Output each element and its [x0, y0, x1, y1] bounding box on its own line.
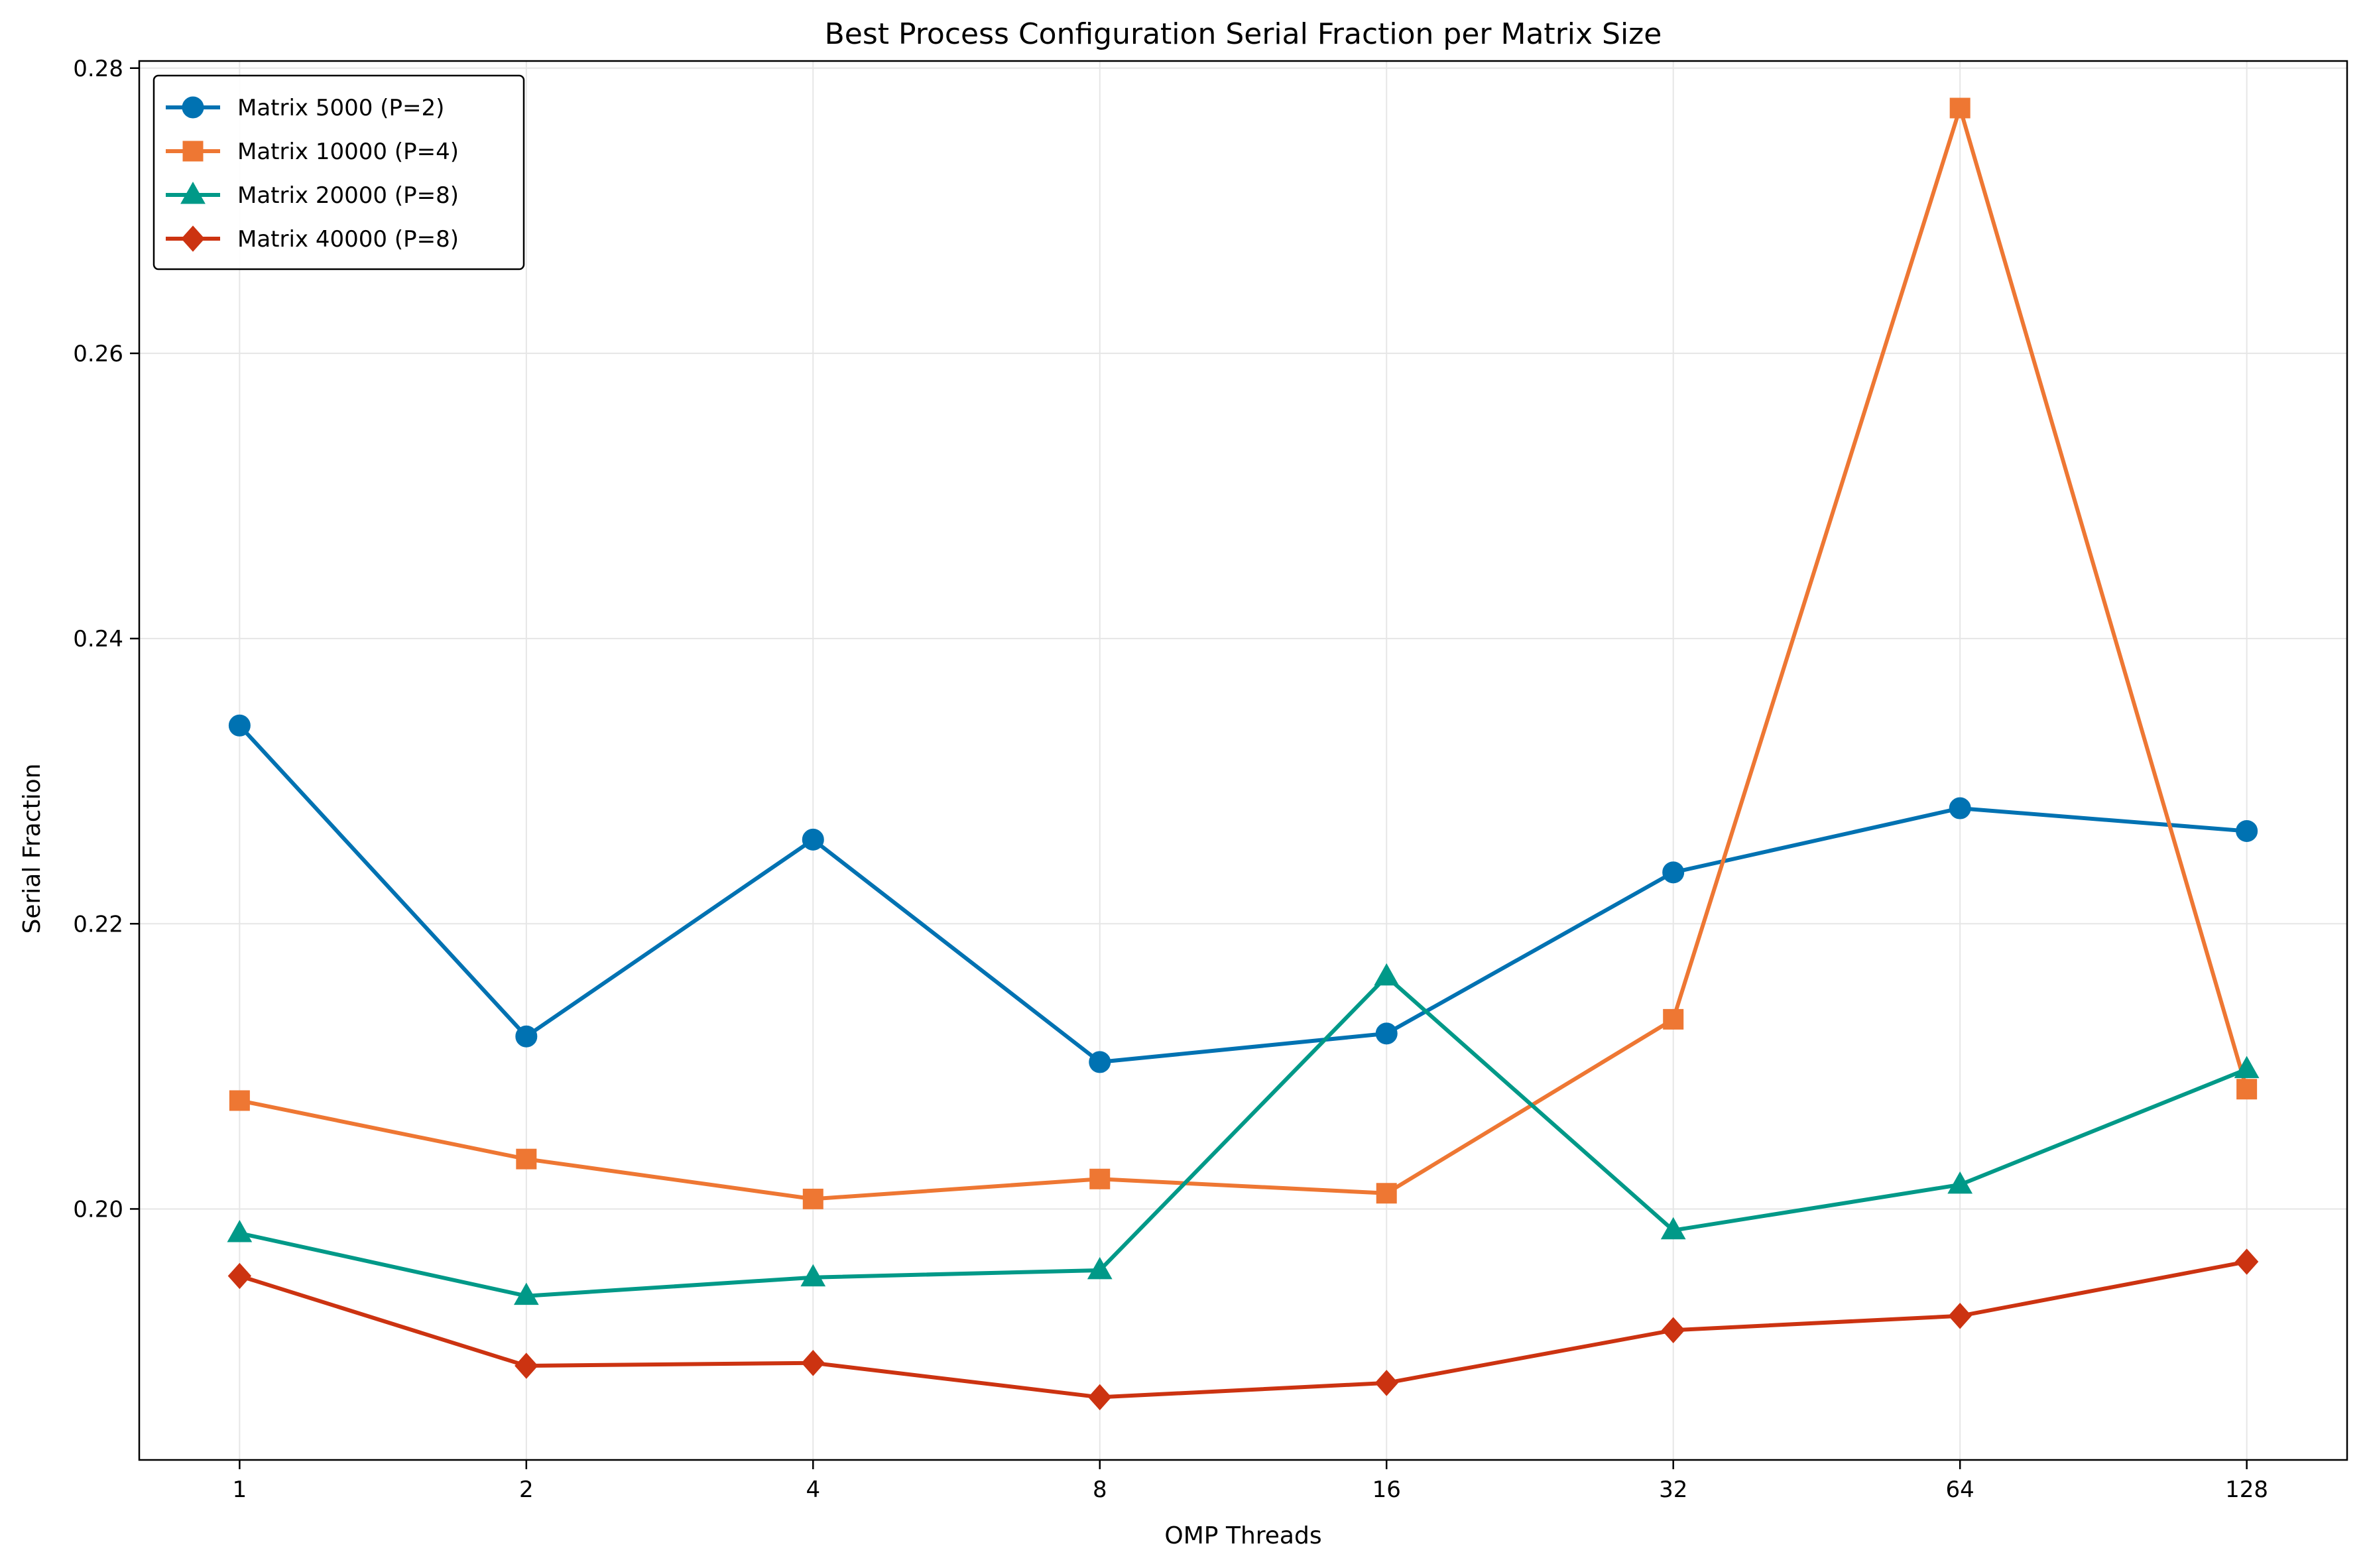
series-line: [239, 106, 2249, 1201]
legend-item: Matrix 20000 (P=8): [166, 181, 459, 209]
legend-item: Matrix 5000 (P=2): [166, 95, 444, 121]
x-tick-label: 32: [1659, 1477, 1687, 1503]
x-tick-label: 2: [519, 1477, 534, 1503]
series-2: [229, 97, 2258, 1209]
series-3: [227, 963, 2260, 1305]
x-tick-label: 64: [1946, 1477, 1974, 1503]
data-point: [1375, 1022, 1398, 1045]
x-tick-label: 128: [2225, 1477, 2268, 1503]
data-point: [801, 1349, 825, 1376]
data-point: [515, 1353, 538, 1379]
series-layer: [227, 97, 2260, 1411]
y-tick-label: 0.20: [73, 1196, 123, 1223]
legend-label: Matrix 20000 (P=8): [237, 182, 459, 209]
x-tick-label: 16: [1372, 1477, 1401, 1503]
data-point: [1089, 1051, 1111, 1073]
data-point: [228, 714, 251, 737]
legend-marker: [182, 141, 204, 162]
data-point: [229, 1090, 250, 1111]
data-point: [516, 1148, 537, 1170]
data-point: [2236, 819, 2258, 842]
x-tick-label: 8: [1093, 1477, 1107, 1503]
data-point: [2234, 1055, 2260, 1079]
data-point: [1663, 1008, 1684, 1030]
data-point: [1662, 1317, 1685, 1344]
legend-item: Matrix 40000 (P=8): [166, 225, 459, 253]
data-point: [1662, 861, 1685, 884]
data-point: [802, 1188, 823, 1209]
series-line: [238, 724, 2247, 1064]
series-1: [228, 714, 2258, 1073]
data-point: [1660, 1217, 1686, 1240]
data-point: [227, 1262, 252, 1290]
data-point: [1374, 1370, 1398, 1396]
data-point: [2236, 1079, 2258, 1100]
data-point: [1087, 1256, 1113, 1280]
data-point: [1089, 1168, 1111, 1189]
legend-marker: [181, 225, 205, 252]
legend-label: Matrix 5000 (P=2): [237, 95, 444, 121]
legend-marker: [182, 96, 204, 119]
legend-label: Matrix 40000 (P=8): [237, 226, 459, 253]
y-tick-label: 0.24: [73, 626, 123, 652]
data-point: [1947, 1171, 1973, 1194]
data-point: [2234, 1248, 2259, 1275]
x-axis: 1 2 4 8 16 32 64 128: [233, 1460, 2268, 1503]
y-axis-title: Serial Fraction: [19, 763, 46, 934]
series-line: [239, 974, 2248, 1298]
legend-marker: [180, 181, 206, 204]
data-point: [513, 1282, 539, 1305]
data-point: [1949, 797, 1971, 819]
legend-label: Matrix 10000 (P=4): [237, 139, 459, 165]
data-point: [1376, 1183, 1397, 1204]
data-point: [1948, 1303, 1972, 1329]
y-tick-label: 0.26: [73, 341, 123, 367]
data-point: [515, 1025, 538, 1048]
y-tick-label: 0.22: [73, 911, 123, 937]
x-tick-label: 4: [806, 1477, 820, 1503]
data-point: [1949, 97, 1971, 119]
data-point: [1374, 963, 1400, 986]
y-tick-label: 0.28: [73, 56, 123, 82]
data-point: [800, 1264, 826, 1287]
legend-item: Matrix 10000 (P=4): [166, 139, 459, 165]
series-4: [227, 1248, 2259, 1411]
legend: Matrix 5000 (P=2) Matrix 10000 (P=4) Matri…: [152, 74, 525, 271]
legend-box: [152, 74, 525, 271]
data-point: [1088, 1384, 1112, 1411]
grid: [139, 61, 2347, 1460]
data-point: [227, 1219, 253, 1242]
y-axis: 0.20 0.22 0.24 0.26 0.28: [73, 56, 139, 1223]
chart-title: Best Process Configuration Serial Fracti…: [825, 17, 1662, 51]
plot-frame: [138, 60, 2348, 1461]
x-axis-title: OMP Threads: [1164, 1522, 1321, 1549]
series-line: [239, 1260, 2248, 1400]
x-tick-label: 1: [233, 1477, 247, 1503]
data-point: [802, 828, 824, 851]
